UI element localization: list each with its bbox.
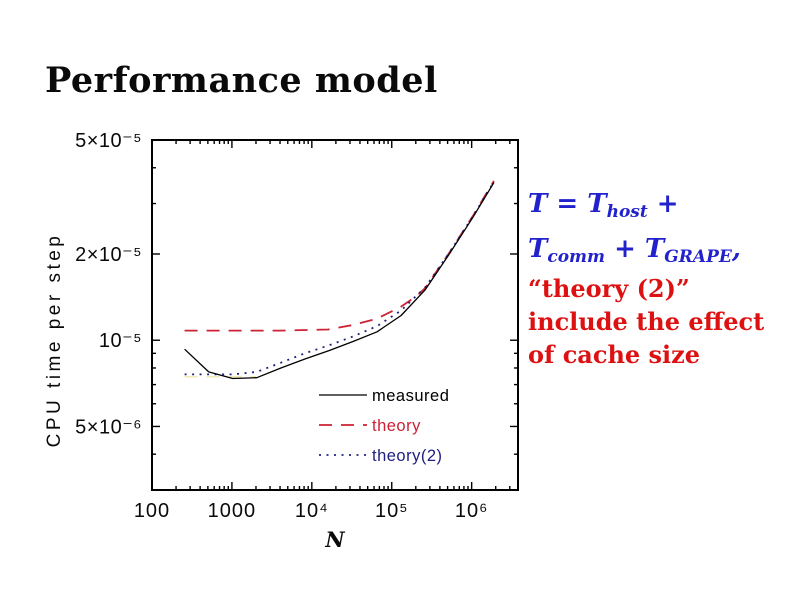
y-axis-tick-labels: 5×10⁻⁵ 2×10⁻⁵ 10⁻⁵ 5×10⁻⁶	[75, 130, 142, 438]
svg-text:1000: 1000	[208, 500, 257, 522]
note-line-2: include the effect	[528, 307, 765, 336]
subscript-grape: GRAPE	[664, 247, 732, 267]
legend-label: theory(2)	[372, 447, 443, 465]
formula-text: T = Thost + Tcomm + TGRAPE,	[528, 186, 741, 276]
svg-text:10⁴: 10⁴	[295, 500, 329, 522]
x-axis-label: N	[324, 527, 345, 552]
formula-line-1: T = Thost +	[528, 189, 679, 222]
series-theory	[184, 180, 495, 332]
axes	[151, 139, 519, 491]
subscript-comm: comm	[547, 247, 606, 267]
svg-text:100: 100	[134, 500, 170, 522]
svg-text:10⁵: 10⁵	[375, 500, 409, 522]
legend-label: theory	[372, 417, 421, 435]
legend-label: measured	[372, 387, 449, 405]
svg-text:2×10⁻⁵: 2×10⁻⁵	[75, 244, 142, 266]
series-measured	[184, 182, 495, 380]
subscript-host: host	[606, 202, 648, 222]
svg-text:5×10⁻⁶: 5×10⁻⁶	[75, 416, 142, 438]
svg-text:10⁻⁵: 10⁻⁵	[99, 330, 142, 352]
series-theory(2)	[184, 181, 495, 376]
note-line-3: of cache size	[528, 340, 701, 369]
legend: measured theory theory(2)	[319, 387, 449, 465]
svg-text:10⁶: 10⁶	[455, 500, 488, 522]
x-axis-tick-labels: 100 1000 10⁴ 10⁵ 10⁶	[134, 500, 488, 522]
svg-text:5×10⁻⁵: 5×10⁻⁵	[75, 130, 142, 152]
y-axis-label: CPU time per step	[44, 233, 65, 448]
note-line-1: “theory (2)”	[528, 274, 690, 303]
tick-marks	[151, 139, 518, 491]
annotation-note: “theory (2)” include the effect of cache…	[528, 272, 764, 371]
page-title: Performance model	[45, 60, 438, 101]
formula-line-2: Tcomm + TGRAPE,	[528, 234, 741, 267]
